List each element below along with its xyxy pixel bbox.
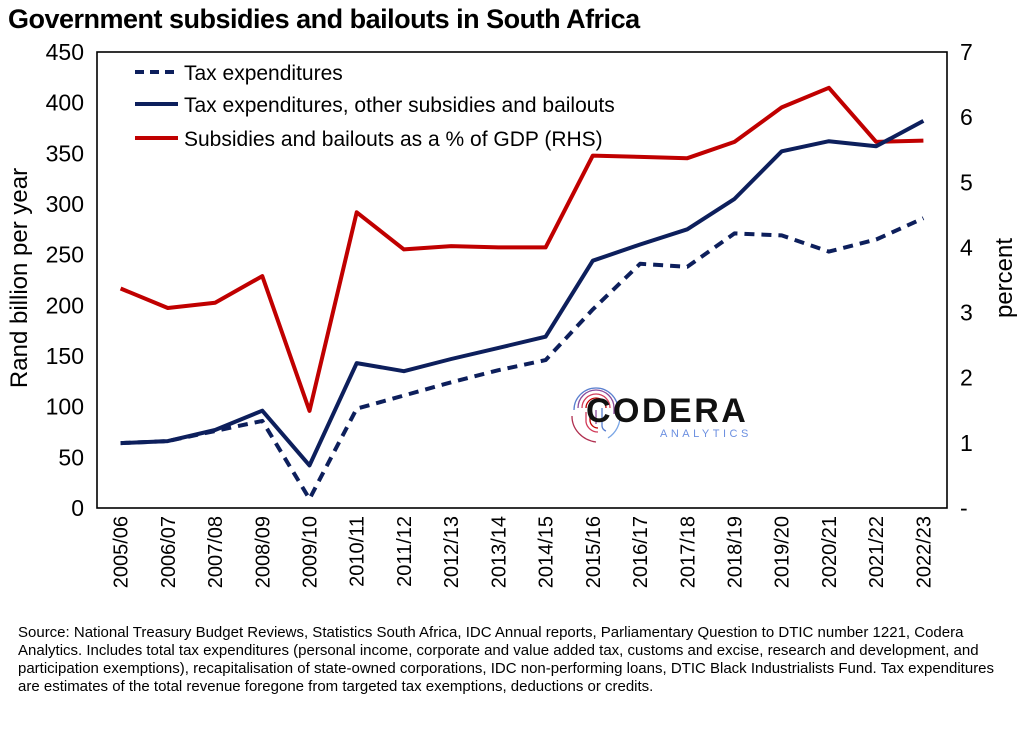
x-tick-label: 2016/17 [630,516,652,588]
right-axis-label: percent [991,238,1018,318]
y-tick-label: 150 [46,343,84,369]
y-tick-label: 0 [71,495,84,521]
series-layer [119,85,925,501]
logo-subtitle: ANALYTICS [660,428,752,440]
x-tick-label: 2006/07 [158,516,180,588]
y2-tick-label: 2 [960,365,973,391]
left-axis-label: Rand billion per year [6,168,33,388]
codera-logo: CODERA ANALYTICS [571,387,752,443]
x-tick-label: 2017/18 [677,516,699,588]
y-tick-label: 50 [58,444,84,470]
category-axis-ticks: 2005/06 2006/07 2007/08 2008/09 2009/10 2010/… [111,516,936,588]
x-tick-label: 2015/16 [583,516,605,588]
x-tick-label: 2019/20 [772,516,794,588]
plot-area-frame [96,51,948,509]
x-tick-label: 2011/12 [394,516,416,587]
y2-tick-label: 6 [960,104,973,130]
series-line-subsidies-and-bailouts-as-a-of-gdp-rhs [119,85,924,413]
x-tick-label: 2013/14 [488,516,510,588]
right-axis-ticks: - 1 2 3 4 5 6 7 [960,39,973,521]
series-line-tax-expenditures-other-subsidies-and-bailouts [120,119,925,468]
y2-tick-label: 1 [960,430,973,456]
y2-tick-label: - [960,495,968,521]
y-tick-label: 300 [46,191,84,217]
legend-label-total: Tax expenditures, other subsidies and ba… [184,94,615,117]
y2-tick-label: 4 [960,234,973,260]
y-tick-label: 250 [46,242,84,268]
legend-label-gdp-share: Subsidies and bailouts as a % of GDP (RH… [184,128,603,151]
left-axis-ticks: 0 50 100 150 200 250 300 350 400 450 [46,39,84,521]
fingerprint-icon [571,387,621,443]
x-tick-label: 2010/11 [347,516,369,587]
y-tick-label: 350 [46,140,84,166]
x-tick-label: 2022/23 [913,516,935,588]
legend: Tax expenditures Tax expenditures, other… [135,62,615,151]
x-tick-label: 2009/10 [300,516,322,588]
y-tick-label: 100 [46,394,84,420]
chart-title: Government subsidies and bailouts in Sou… [8,4,640,34]
x-tick-label: 2021/22 [866,516,888,588]
series-line-tax-expenditures [120,216,925,501]
line-chart: 0 50 100 150 200 250 300 350 400 450 - 1 2 3 4 5 6 7 200… [6,39,1018,588]
legend-label-tax-expenditures: Tax expenditures [184,62,343,85]
x-tick-label: 2018/19 [725,516,747,588]
y-tick-label: 200 [46,292,84,318]
y-tick-label: 400 [46,90,84,116]
source-note: Source: National Treasury Budget Reviews… [18,624,995,695]
x-tick-label: 2014/15 [536,516,558,588]
logo-wordmark: CODERA [586,392,748,430]
y2-tick-label: 7 [960,39,973,65]
y2-tick-label: 5 [960,169,973,195]
x-tick-label: 2005/06 [111,516,133,588]
x-tick-label: 2012/13 [441,516,463,588]
y-tick-label: 450 [46,39,84,65]
y2-tick-label: 3 [960,300,973,326]
x-tick-label: 2008/09 [252,516,274,588]
x-tick-label: 2007/08 [205,516,227,588]
x-tick-label: 2020/21 [819,516,841,588]
